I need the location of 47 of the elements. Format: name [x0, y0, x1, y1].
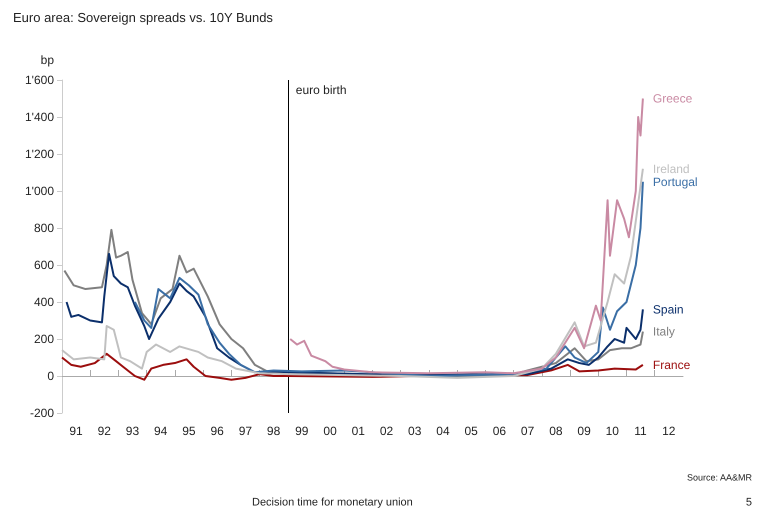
x-tick-label: 05 [464, 424, 478, 438]
y-tick-label: 600 [34, 258, 54, 272]
chart-title: Euro area: Sovereign spreads vs. 10Y Bunds [13, 10, 274, 25]
x-tick-label: 08 [549, 424, 563, 438]
series-label: Italy [652, 324, 675, 339]
text: Decision time for monetary union [252, 496, 413, 508]
y-tick-label: 0 [47, 369, 54, 383]
series-label: Portugal [652, 174, 698, 189]
x-tick-label: 92 [98, 424, 112, 438]
y-tick-label: 400 [34, 295, 54, 309]
y-tick-label: 1'200 [25, 147, 54, 161]
series-label: Ireland [652, 162, 690, 176]
x-tick-label: 98 [266, 424, 281, 438]
x-tick-label: 96 [210, 424, 224, 438]
ref-line-label: euro birth [296, 83, 347, 97]
y-tick-label: 1'000 [25, 184, 54, 198]
x-tick-label: 01 [352, 424, 366, 438]
series-label: Greece [652, 92, 693, 106]
x-tick-label: 93 [126, 424, 140, 438]
x-tick-label: 94 [154, 424, 168, 438]
x-tick-label: 04 [436, 424, 450, 438]
x-tick-label: 09 [577, 424, 592, 438]
x-tick-label: 91 [69, 424, 83, 438]
x-tick-label: 06 [492, 424, 506, 438]
y-tick-label: -200 [30, 406, 54, 420]
line-series [289, 98, 644, 374]
x-tick-label: 07 [520, 424, 535, 438]
x-tick-label: 95 [182, 424, 196, 438]
y-tick-label: 200 [34, 332, 54, 346]
y-tick-label: 1'400 [25, 110, 54, 124]
series-label: France [652, 358, 691, 372]
x-tick-label: 00 [323, 424, 338, 438]
text: 5 [746, 496, 752, 508]
series-label: Spain [652, 302, 684, 316]
x-tick-label: 99 [295, 424, 309, 438]
x-tick-label: 02 [380, 424, 394, 438]
x-tick-label: 12 [662, 424, 676, 438]
y-tick-label: 1'600 [25, 73, 54, 87]
line-series [134, 180, 644, 377]
x-tick-label: 11 [634, 424, 648, 438]
line-series [66, 252, 644, 376]
x-tick-label: 10 [606, 424, 620, 438]
y-tick-label: 800 [34, 221, 54, 235]
x-tick-label: 03 [408, 424, 422, 438]
source-note: Source: AA&MR [686, 472, 752, 482]
y-axis-title: bp [40, 53, 54, 67]
x-tick-label: 97 [238, 424, 252, 438]
